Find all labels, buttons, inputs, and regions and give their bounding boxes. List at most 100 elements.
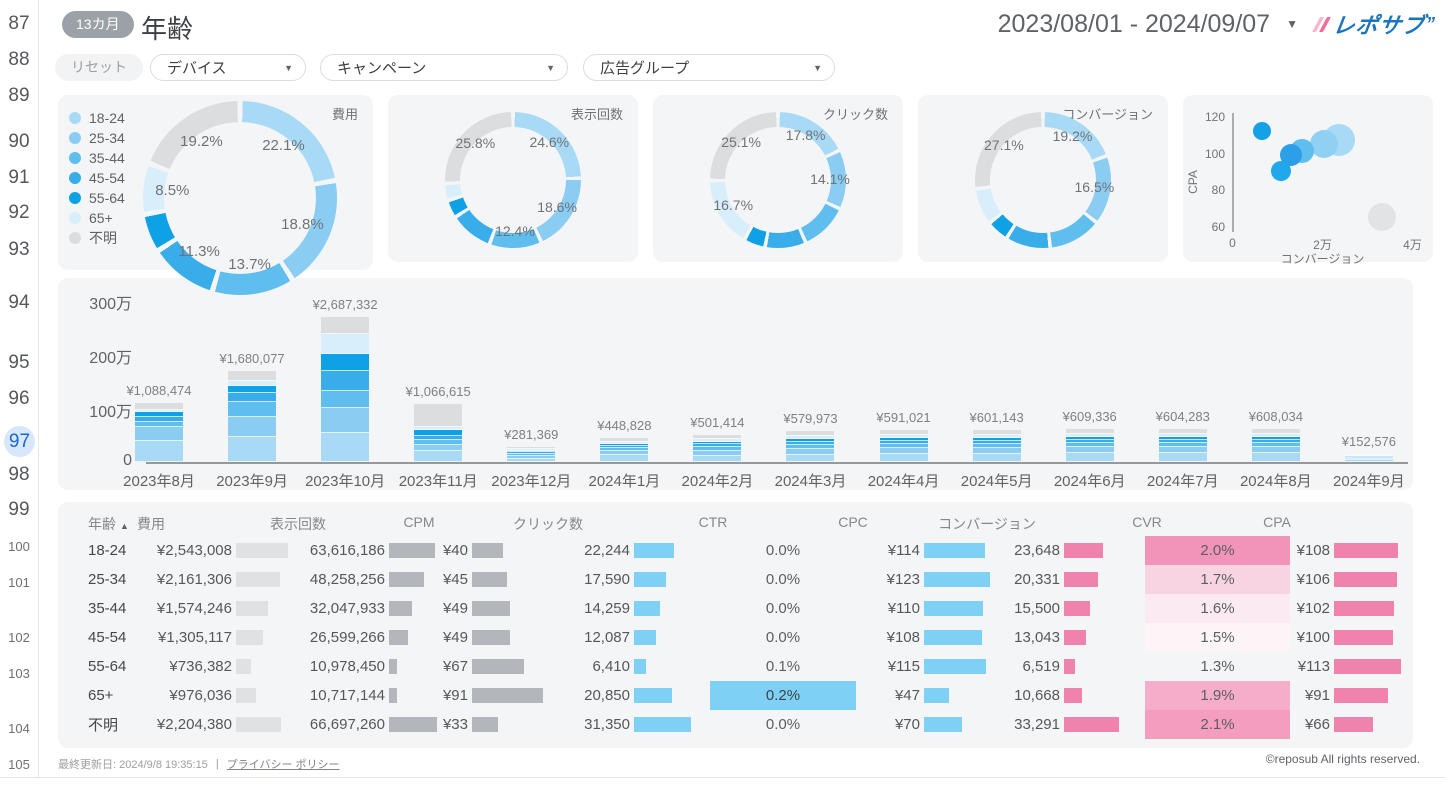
cell-cpa: ¥100 xyxy=(1293,623,1403,652)
column-header-cost[interactable]: 費用 xyxy=(137,516,165,532)
cell-cpa: ¥66 xyxy=(1293,710,1403,739)
cell-conv: 6,519 xyxy=(995,652,1121,681)
bar-segment-35-44 xyxy=(321,391,370,408)
bar-segment-35-44 xyxy=(414,440,463,445)
bar-month-label: 2024年5月 xyxy=(960,473,1033,490)
bar-value-label: ¥281,369 xyxy=(504,427,559,442)
table-row-65+: 65+ ¥976,036 10,717,144 ¥91 20,850 0.2% ¥47 10,… xyxy=(58,681,1413,710)
cell-cvr: 2.1% xyxy=(1145,710,1290,739)
bar-segment-35-44 xyxy=(228,402,277,417)
cell-clicks: 17,590 xyxy=(545,565,693,594)
cell-imp: 32,047,933 xyxy=(295,594,439,623)
donut-percent-label: 25.1% xyxy=(721,134,761,151)
chevron-down-icon[interactable]: ▼ xyxy=(1286,17,1298,31)
cell-cpa: ¥102 xyxy=(1293,594,1403,623)
cell-value-bar xyxy=(389,601,412,616)
bar-segment-35-44 xyxy=(972,444,1021,448)
chevron-down-icon: ▼ xyxy=(546,62,555,73)
cell-cpc: ¥123 xyxy=(856,565,992,594)
column-header-cpm[interactable]: CPM xyxy=(403,514,435,530)
legend-color-dot xyxy=(69,192,81,204)
column-header-age[interactable]: 年齢 ▲ xyxy=(88,516,129,532)
column-header-cvr[interactable]: CVR xyxy=(1132,514,1162,530)
donut-hole xyxy=(725,127,831,233)
bar-segment-55-64 xyxy=(786,439,835,442)
cell-value: ¥67 xyxy=(442,658,468,675)
bar-segment-18-24 xyxy=(321,433,370,462)
column-header-clicks[interactable]: クリック数 xyxy=(513,516,583,532)
cell-value: 32,047,933 xyxy=(309,600,385,617)
donut-percent-label: 17.8% xyxy=(785,126,826,143)
cell-ctr: 0.0% xyxy=(765,716,801,733)
bar-segment-18-24 xyxy=(600,455,649,462)
bar-month-label: 2024年6月 xyxy=(1053,473,1126,490)
bar-segment-45-54 xyxy=(1344,457,1393,458)
bar-segment-55-64 xyxy=(693,442,742,444)
column-header-imp[interactable]: 表示回数 xyxy=(270,516,326,532)
bar-segment-65+ xyxy=(879,435,928,438)
bar-y-axis-label: 200万 xyxy=(89,350,132,367)
bar-value-label: ¥1,088,474 xyxy=(126,383,192,398)
stacked-bar-2024年4月 xyxy=(879,430,928,462)
cell-value-bar xyxy=(1334,601,1394,616)
line-number-90: 90 xyxy=(8,131,30,152)
donut-percent-label: 18.8% xyxy=(281,216,324,233)
cell-cost: ¥736,382 xyxy=(150,652,290,681)
y-axis-tick-label: 120 xyxy=(1204,110,1225,124)
donut-hole xyxy=(164,122,316,274)
cell-clicks: 14,259 xyxy=(545,594,693,623)
bar-segment-55-64 xyxy=(1251,437,1300,440)
cell-value-bar xyxy=(236,543,288,558)
cell-value: 13,043 xyxy=(1014,629,1060,646)
cell-value: ¥49 xyxy=(442,600,468,617)
column-header-ctr[interactable]: CTR xyxy=(698,514,728,530)
bar-value-label: ¥604,283 xyxy=(1155,409,1210,424)
chevron-down-icon: ▼ xyxy=(284,62,293,73)
bar-segment-25-34 xyxy=(228,417,277,437)
cell-cpc: ¥108 xyxy=(856,623,992,652)
stacked-bar-2024年5月 xyxy=(972,430,1021,462)
cell-cpm: ¥33 xyxy=(435,710,545,739)
bar-segment-45-54 xyxy=(693,444,742,447)
line-number-96: 96 xyxy=(8,388,30,409)
adgroup-filter-dropdown[interactable]: 広告グループ ▼ xyxy=(583,54,835,81)
cell-value: ¥113 xyxy=(1297,658,1330,675)
bar-segment-25-34 xyxy=(600,451,649,455)
bar-segment-25-34 xyxy=(507,456,556,459)
cell-value-bar xyxy=(1064,659,1075,674)
bar-segment-不明 xyxy=(972,430,1021,435)
x-axis-title: コンバージョン xyxy=(1280,252,1365,266)
column-header-cpc[interactable]: CPC xyxy=(838,514,868,530)
bar-segment-18-24 xyxy=(879,454,928,462)
cell-value: ¥2,204,380 xyxy=(156,716,232,733)
y-axis-tick-label: 100 xyxy=(1204,146,1225,161)
campaign-filter-dropdown[interactable]: キャンペーン ▼ xyxy=(320,54,568,81)
cost-donut-card: 費用 18-24 25-34 35-44 45-54 55-64 65+ 不明 22.1% 1… xyxy=(58,95,373,295)
bar-month-label: 2024年9月 xyxy=(1333,473,1405,490)
date-range-selector[interactable]: 2023/08/01 - 2024/09/07 ▼ xyxy=(998,10,1298,39)
cell-value-bar xyxy=(389,659,397,674)
sort-ascending-icon[interactable]: ▲ xyxy=(120,521,129,531)
bar-value-label: ¥501,414 xyxy=(690,415,745,430)
donut-percent-label: 16.5% xyxy=(1074,178,1115,195)
cell-value: ¥100 xyxy=(1296,629,1330,646)
bar-segment-35-44 xyxy=(693,447,742,451)
privacy-policy-link[interactable]: プライバシー ポリシー xyxy=(226,759,340,771)
bar-segment-35-44 xyxy=(1344,458,1393,459)
table-row-55-64: 55-64 ¥736,382 10,978,450 ¥67 6,410 0.1% ¥115 6… xyxy=(58,652,1413,681)
column-header-cpa[interactable]: CPA xyxy=(1263,514,1291,530)
line-number-89: 89 xyxy=(8,85,30,106)
bar-segment-25-34 xyxy=(1065,447,1114,453)
cell-value-bar xyxy=(236,659,251,674)
column-header-conv[interactable]: コンバージョン xyxy=(938,516,1036,532)
line-number-91: 91 xyxy=(8,167,30,188)
cell-cpa: ¥108 xyxy=(1293,536,1403,565)
bar-segment-65+ xyxy=(1344,455,1393,456)
cell-value-bar xyxy=(472,717,498,732)
legend-color-dot xyxy=(69,132,81,144)
legend-color-dot xyxy=(69,152,81,164)
reset-button[interactable]: リセット xyxy=(55,54,143,81)
cell-value: ¥108 xyxy=(886,629,920,646)
campaign-filter-label: キャンペーン xyxy=(337,60,427,77)
device-filter-dropdown[interactable]: デバイス ▼ xyxy=(150,54,306,81)
